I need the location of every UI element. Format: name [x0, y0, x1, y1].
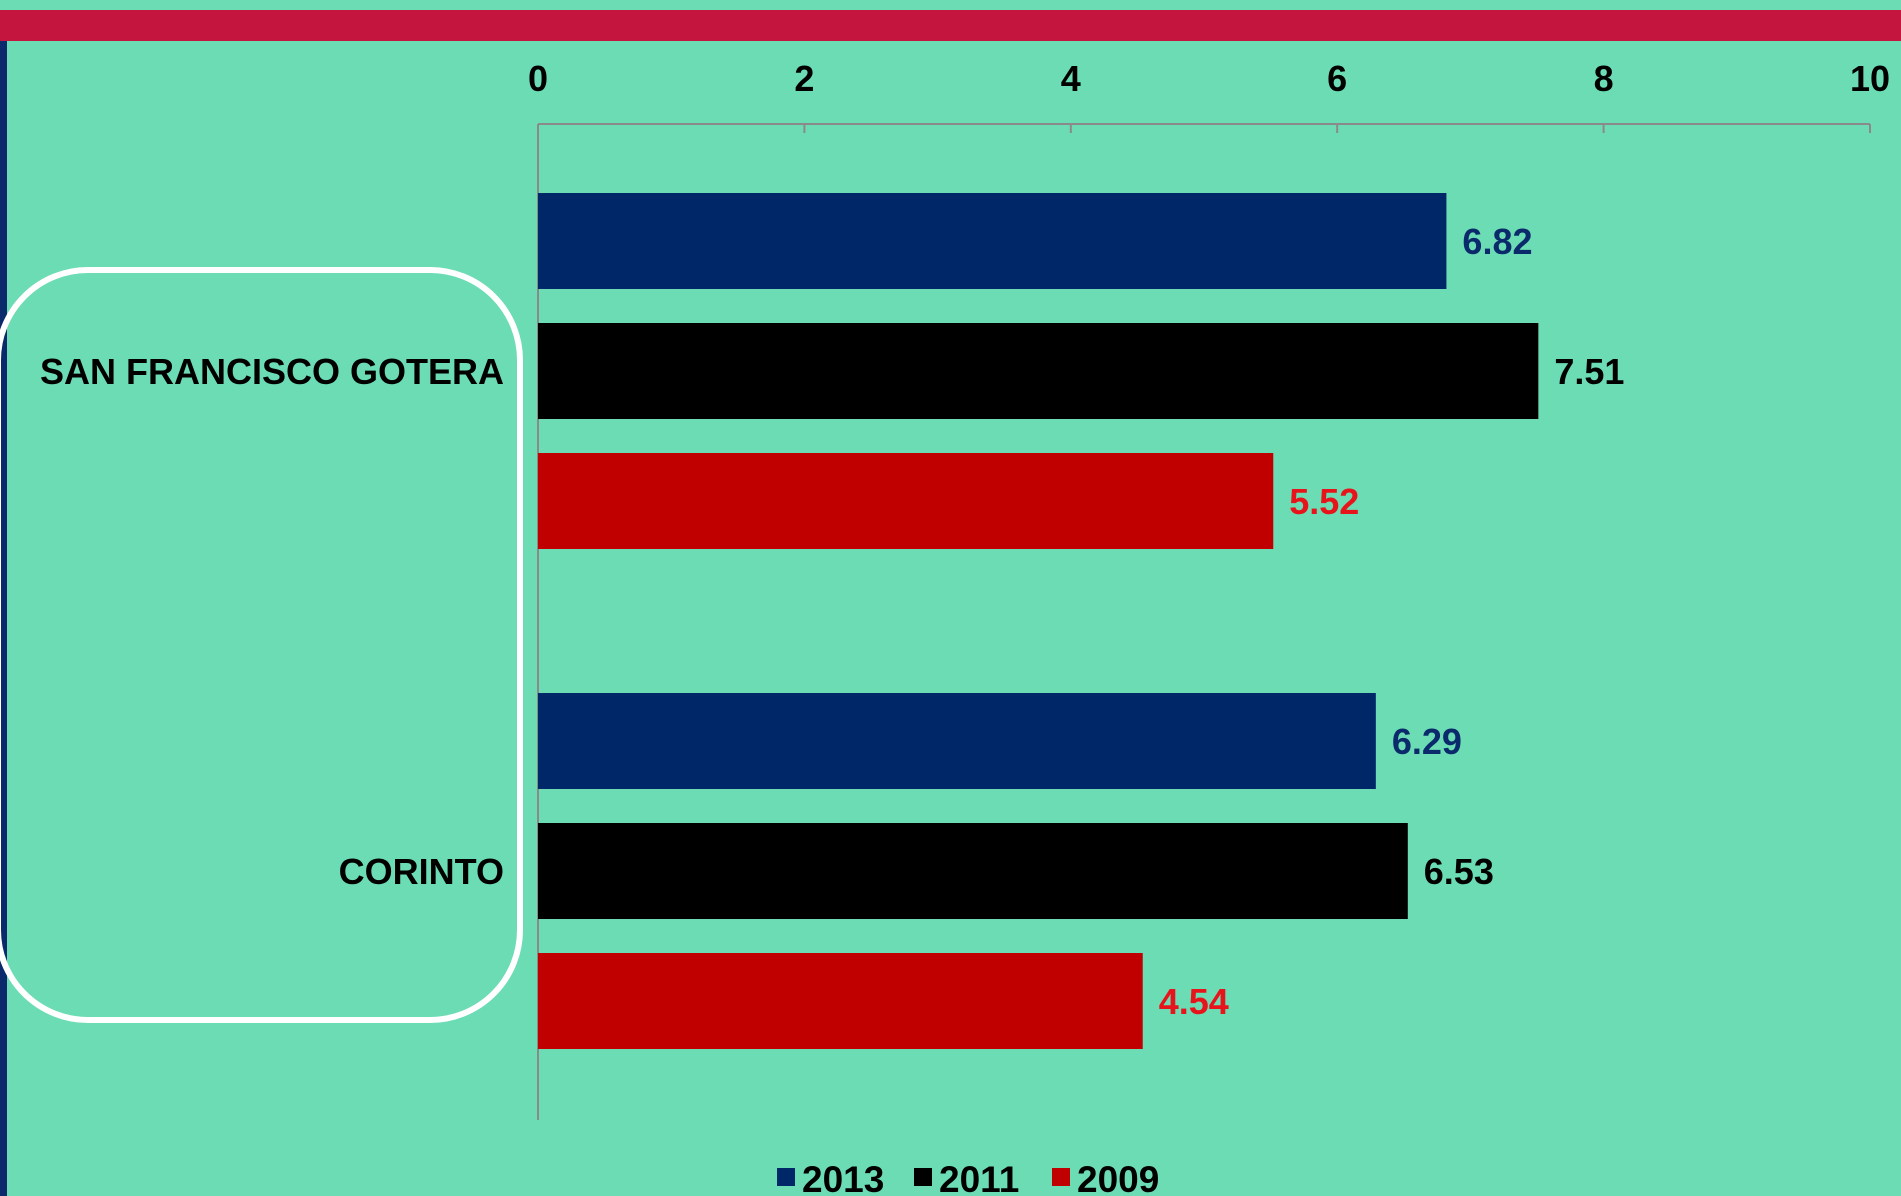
data-label: 6.82 — [1462, 221, 1532, 262]
category-label: SAN FRANCISCO GOTERA — [40, 351, 504, 392]
legend-swatch-2009 — [1052, 1168, 1070, 1186]
x-tick-label: 2 — [794, 58, 814, 99]
category-label: CORINTO — [339, 851, 504, 892]
x-tick-label: 10 — [1850, 58, 1890, 99]
bar-2011 — [538, 823, 1408, 919]
legend-label: 2009 — [1077, 1159, 1159, 1196]
bar-2013 — [538, 693, 1376, 789]
x-tick-label: 6 — [1327, 58, 1347, 99]
data-label: 4.54 — [1159, 981, 1229, 1022]
legend-label: 2011 — [939, 1159, 1019, 1196]
x-tick-label: 8 — [1594, 58, 1614, 99]
data-label: 7.51 — [1554, 351, 1624, 392]
bar-2011 — [538, 323, 1539, 419]
data-label: 5.52 — [1289, 481, 1359, 522]
top-strip — [0, 0, 1901, 10]
legend-label: 2013 — [802, 1159, 884, 1196]
legend-swatch-2013 — [777, 1168, 795, 1186]
x-tick-label: 0 — [528, 58, 548, 99]
data-label: 6.53 — [1424, 851, 1494, 892]
bar-2013 — [538, 193, 1447, 289]
x-tick-label: 4 — [1061, 58, 1081, 99]
header-bar — [0, 10, 1901, 41]
bar-2009 — [538, 453, 1274, 549]
bar-2009 — [538, 953, 1143, 1049]
category-highlight-outline — [0, 267, 523, 1023]
left-accent-bar — [0, 41, 7, 1196]
legend-swatch-2011 — [914, 1168, 932, 1186]
data-label: 6.29 — [1392, 721, 1462, 762]
